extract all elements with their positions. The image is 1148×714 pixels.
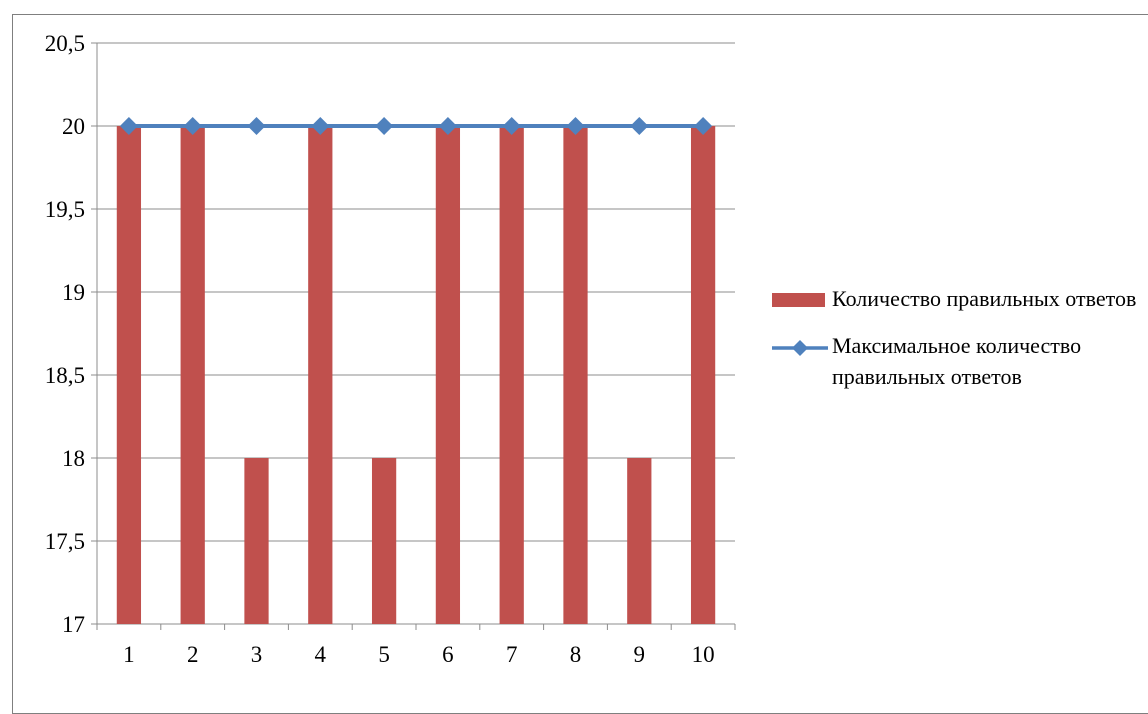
- line-point: [438, 117, 457, 135]
- y-tick-label: 20: [62, 114, 85, 139]
- x-tick-label: 3: [251, 642, 263, 667]
- line-point: [694, 117, 713, 135]
- bar: [116, 126, 142, 624]
- line-point: [183, 117, 202, 135]
- bar: [499, 126, 524, 624]
- legend-item-max-answers: Максимальное количество правильных ответ…: [772, 330, 1148, 392]
- bar: [180, 126, 205, 624]
- line-series: [119, 117, 713, 135]
- chart: 17 17,5 18 18,5 19 19,5 20 20,5 1 2 3 4 5 6 7 8 9 10: [45, 31, 736, 667]
- line-point: [247, 117, 266, 135]
- x-tick-label: 8: [570, 642, 582, 667]
- bar: [308, 126, 333, 624]
- bar: [690, 126, 716, 624]
- y-axis-tick-labels: 17 17,5 18 18,5 19 19,5 20 20,5: [45, 31, 85, 637]
- bar: [244, 458, 269, 624]
- x-tick-label: 6: [442, 642, 454, 667]
- y-tick-label: 18: [62, 446, 85, 471]
- legend: Количество правильных ответов Максимальн…: [772, 283, 1148, 408]
- x-tick-label: 5: [378, 642, 390, 667]
- y-tick-label: 19: [62, 280, 85, 305]
- y-tick-label: 17: [62, 612, 85, 637]
- line-point: [119, 117, 138, 135]
- line-point: [502, 117, 521, 135]
- legend-swatch-bar: [772, 293, 825, 307]
- y-tick-label: 20,5: [45, 31, 85, 56]
- y-tick-label: 18,5: [45, 363, 85, 388]
- x-axis-tick-labels: 1 2 3 4 5 6 7 8 9 10: [123, 642, 714, 667]
- bar: [435, 126, 461, 624]
- legend-label-correct-answers: Количество правильных ответов: [832, 286, 1137, 311]
- x-tick-label: 2: [187, 642, 199, 667]
- legend-item-correct-answers: Количество правильных ответов: [772, 283, 1148, 314]
- bar: [627, 458, 652, 624]
- x-tick-label: 1: [123, 642, 135, 667]
- bar: [563, 126, 588, 624]
- line-point: [311, 117, 330, 135]
- x-tick-label: 7: [506, 642, 518, 667]
- line-point: [375, 117, 394, 135]
- x-tick-label: 9: [634, 642, 646, 667]
- line-point: [566, 117, 585, 135]
- y-tick-label: 17,5: [45, 529, 85, 554]
- bar-series: [116, 126, 716, 624]
- x-tick-label: 10: [692, 642, 715, 667]
- line-point: [630, 117, 649, 135]
- bar: [371, 458, 397, 624]
- y-tick-label: 19,5: [45, 197, 85, 222]
- x-tick-label: 4: [315, 642, 327, 667]
- legend-swatch-line: [772, 340, 828, 356]
- legend-label-max-answers: Максимальное количество правильных ответ…: [832, 333, 1082, 389]
